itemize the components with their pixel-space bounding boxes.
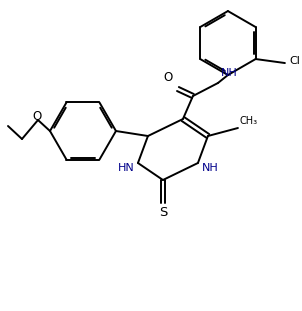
Text: CH₃: CH₃ [240,116,258,126]
Text: O: O [33,109,42,123]
Text: HN: HN [117,163,134,173]
Text: NH: NH [221,68,238,78]
Text: NH: NH [201,163,218,173]
Text: O: O [164,71,173,84]
Text: S: S [159,207,167,220]
Text: Cl: Cl [289,56,300,66]
